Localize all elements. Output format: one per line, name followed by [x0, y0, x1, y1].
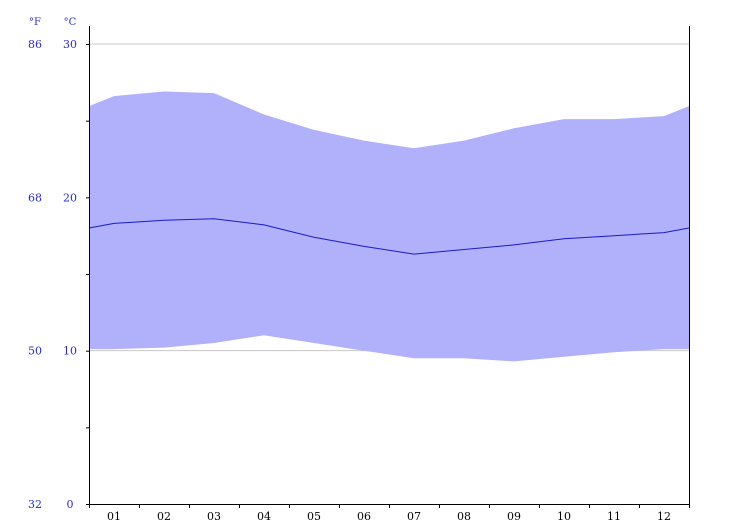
min-max-range-area — [89, 91, 689, 362]
month-tick-label: 12 — [657, 510, 671, 523]
month-tick-label: 11 — [607, 510, 621, 523]
month-tick-label: 07 — [407, 510, 421, 523]
month-tick-label: 09 — [507, 510, 521, 523]
month-tick-label: 01 — [107, 510, 121, 523]
month-tick-label: 02 — [157, 510, 171, 523]
month-tick-label: 10 — [557, 510, 571, 523]
celsius-unit-label: °C — [64, 17, 77, 28]
fahrenheit-tick-label: 32 — [28, 498, 42, 511]
fahrenheit-unit-label: °F — [29, 17, 41, 28]
fahrenheit-tick-label: 68 — [28, 191, 42, 204]
month-tick-label: 08 — [457, 510, 471, 523]
axes — [86, 26, 690, 508]
fahrenheit-tick-label: 86 — [28, 38, 42, 51]
celsius-tick-label: 20 — [63, 191, 77, 204]
temperature-range-band — [89, 91, 689, 362]
celsius-tick-label: 10 — [63, 345, 77, 358]
celsius-tick-label: 0 — [67, 498, 74, 511]
month-tick-label: 03 — [207, 510, 221, 523]
mean-temperature-line — [88, 218, 690, 255]
month-tick-label: 04 — [257, 510, 271, 523]
month-tick-label: 05 — [307, 510, 321, 523]
tick-labels: 30 20 10 0 86 68 50 32 01 02 03 04 05 06 07 08 09 10 11 12 — [28, 38, 671, 523]
fahrenheit-tick-label: 50 — [28, 345, 42, 358]
month-tick-label: 06 — [357, 510, 371, 523]
mean-line-path — [88, 218, 690, 255]
celsius-tick-label: 30 — [63, 38, 77, 51]
